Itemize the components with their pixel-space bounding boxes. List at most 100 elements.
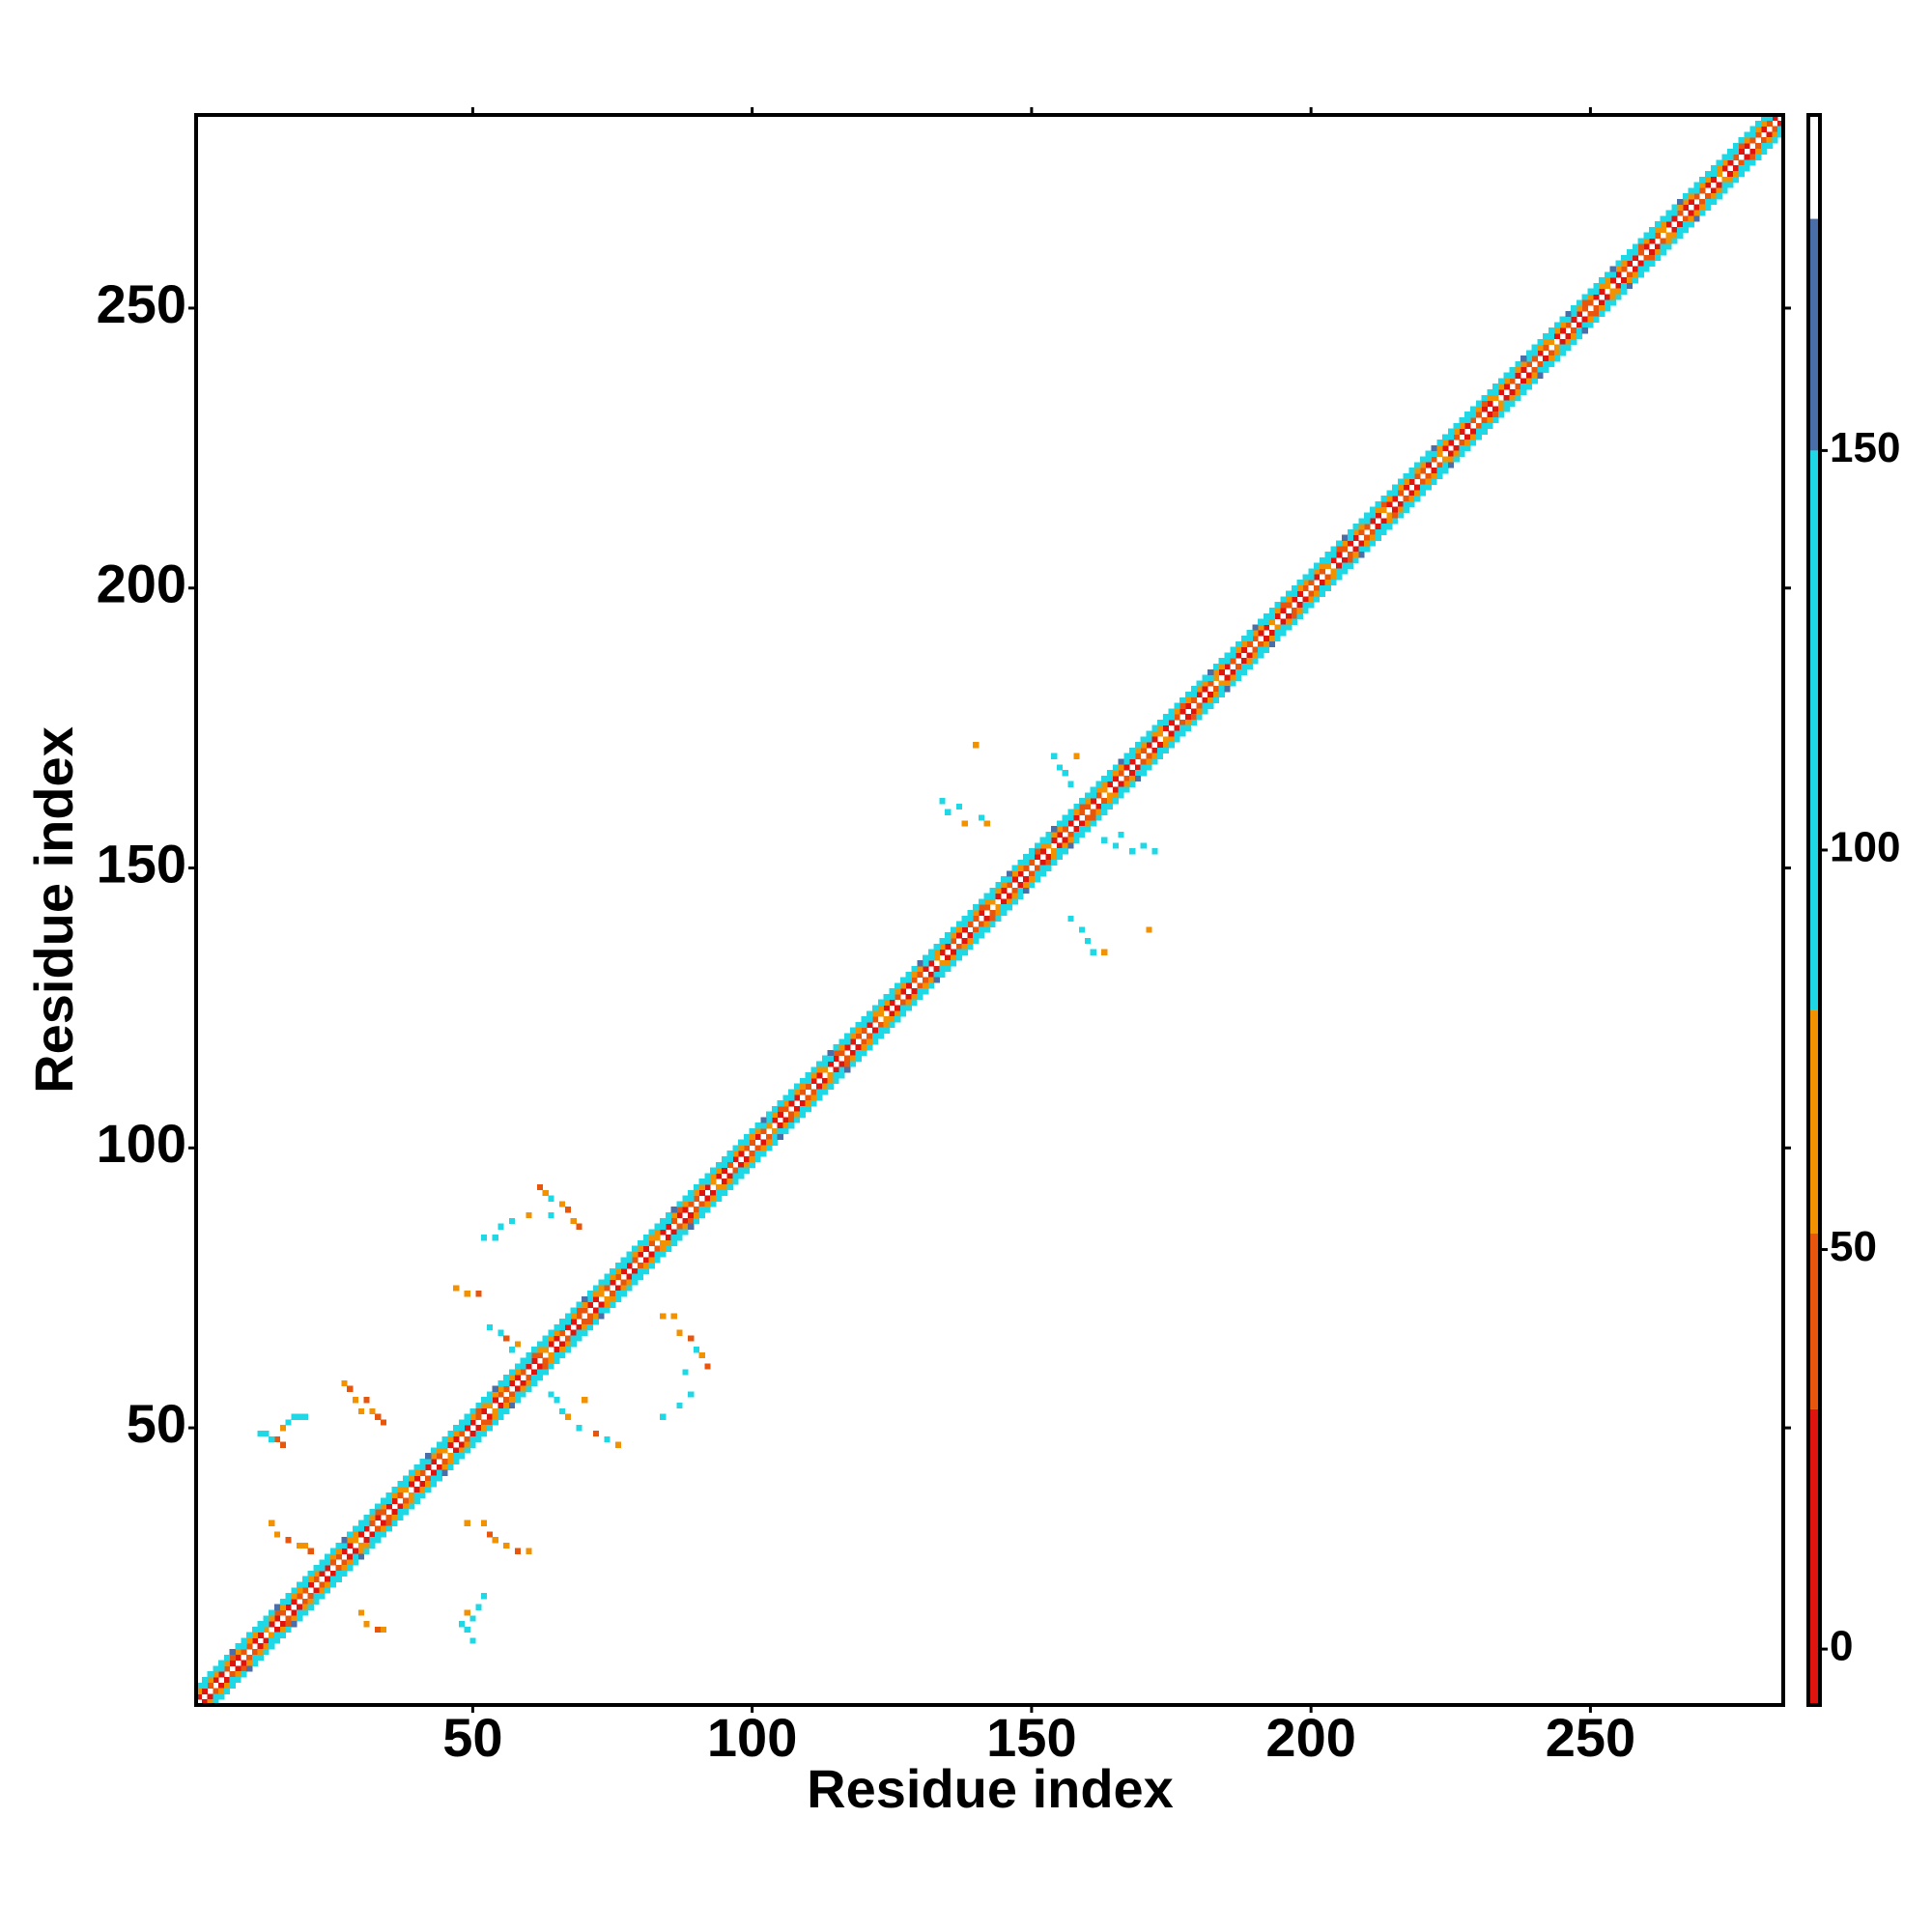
heatmap-cell [849,1027,857,1034]
heatmap-cell [973,910,980,917]
heatmap-cell [207,1677,213,1684]
heatmap-cell [1677,226,1684,234]
heatmap-cell [1481,422,1488,429]
heatmap-cell [955,949,962,955]
heatmap-cell [213,1693,219,1700]
heatmap-cell [1408,472,1415,480]
heatmap-cell [849,1038,857,1045]
heatmap-cell [955,932,962,939]
heatmap-cell [1045,837,1052,843]
heatmap-cell [1571,310,1577,318]
heatmap-cell [531,1379,538,1387]
heatmap-cell [693,1189,700,1196]
heatmap-cell [721,1179,727,1185]
heatmap-cell [1581,322,1588,328]
heatmap-cell [1162,747,1170,754]
heatmap-cell [1146,742,1152,749]
heatmap-cell [531,1375,538,1381]
heatmap-cell [642,1267,650,1275]
heatmap-cell [861,1016,867,1023]
heatmap-cell [246,1665,253,1672]
heatmap-cell [218,1682,225,1690]
heatmap-cell [1386,512,1393,519]
heatmap-cell [1051,831,1058,838]
heatmap-cell [497,1223,504,1230]
heatmap-cell [335,1553,342,1560]
heatmap-cell [923,965,929,973]
heatmap-cell [464,1626,470,1634]
heatmap-cell [1772,126,1778,132]
heatmap-cell [766,1133,773,1141]
heatmap-cell [453,1447,460,1454]
heatmap-cell [464,1441,470,1448]
heatmap-cell [1324,552,1331,558]
heatmap-cell [1677,210,1684,216]
heatmap-cell [620,1267,627,1275]
heatmap-cell [721,1167,727,1174]
heatmap-cell [380,1520,387,1526]
heatmap-cell [1637,243,1644,250]
heatmap-cell [1497,388,1505,396]
heatmap-cell [660,1223,667,1230]
heatmap-cell [1129,781,1136,787]
heatmap-cell [951,954,957,961]
heatmap-cell [213,1671,219,1678]
heatmap-cell [1705,193,1712,200]
heatmap-cell [648,1251,655,1258]
heatmap-cell [564,1319,572,1325]
heatmap-cell [503,1542,510,1549]
heatmap-cell [1654,254,1662,262]
heatmap-cell [777,1128,783,1135]
heatmap-cell [313,1598,320,1605]
heatmap-cell [883,1021,890,1029]
heatmap-cell [363,1548,370,1554]
heatmap-cell [660,1229,667,1236]
heatmap-cell [548,1357,554,1364]
heatmap-cell [1481,400,1488,407]
heatmap-cell [1408,496,1415,502]
heatmap-cell [1671,210,1678,216]
heatmap-cell [257,1626,264,1634]
heatmap-cell [1576,322,1583,328]
heatmap-cell [213,1665,219,1672]
heatmap-cell [1599,299,1605,306]
heatmap-cell [251,1654,259,1662]
heatmap-cell [1576,305,1583,312]
heatmap-cell [1319,556,1326,564]
heatmap-cell [951,949,957,955]
heatmap-cell [548,1351,554,1359]
heatmap-cell [235,1649,242,1656]
heatmap-cell [223,1665,231,1672]
heatmap-cell [325,1587,331,1594]
heatmap-cell [861,1021,867,1029]
heatmap-cell [1537,366,1544,374]
heatmap-cell [273,1609,281,1616]
heatmap-cell [1643,266,1650,272]
heatmap-cell [855,1049,862,1057]
heatmap-cell [973,926,980,933]
heatmap-cell [732,1151,739,1157]
heatmap-cell [995,904,1002,911]
heatmap-cell [375,1503,382,1510]
heatmap-cell [469,1431,476,1437]
heatmap-cell [1531,350,1538,356]
heatmap-cell [766,1122,773,1129]
heatmap-cell [279,1621,286,1628]
heatmap-cell [1252,646,1259,653]
heatmap-cell [1106,770,1114,777]
heatmap-cell [782,1105,789,1113]
heatmap-cell [380,1497,387,1504]
heatmap-cell [1487,394,1493,401]
heatmap-cell [844,1038,851,1045]
heatmap-cell [821,1077,829,1085]
heatmap-cell [704,1195,711,1202]
heatmap-cell [469,1435,476,1442]
heatmap-cell [1129,775,1136,782]
heatmap-cell [1481,428,1488,435]
heatmap-cell [403,1486,410,1493]
heatmap-cell [923,960,929,967]
heatmap-cell [1571,327,1577,334]
heatmap-cell [805,1083,811,1090]
heatmap-cell [486,1531,494,1538]
heatmap-cell [983,820,990,827]
